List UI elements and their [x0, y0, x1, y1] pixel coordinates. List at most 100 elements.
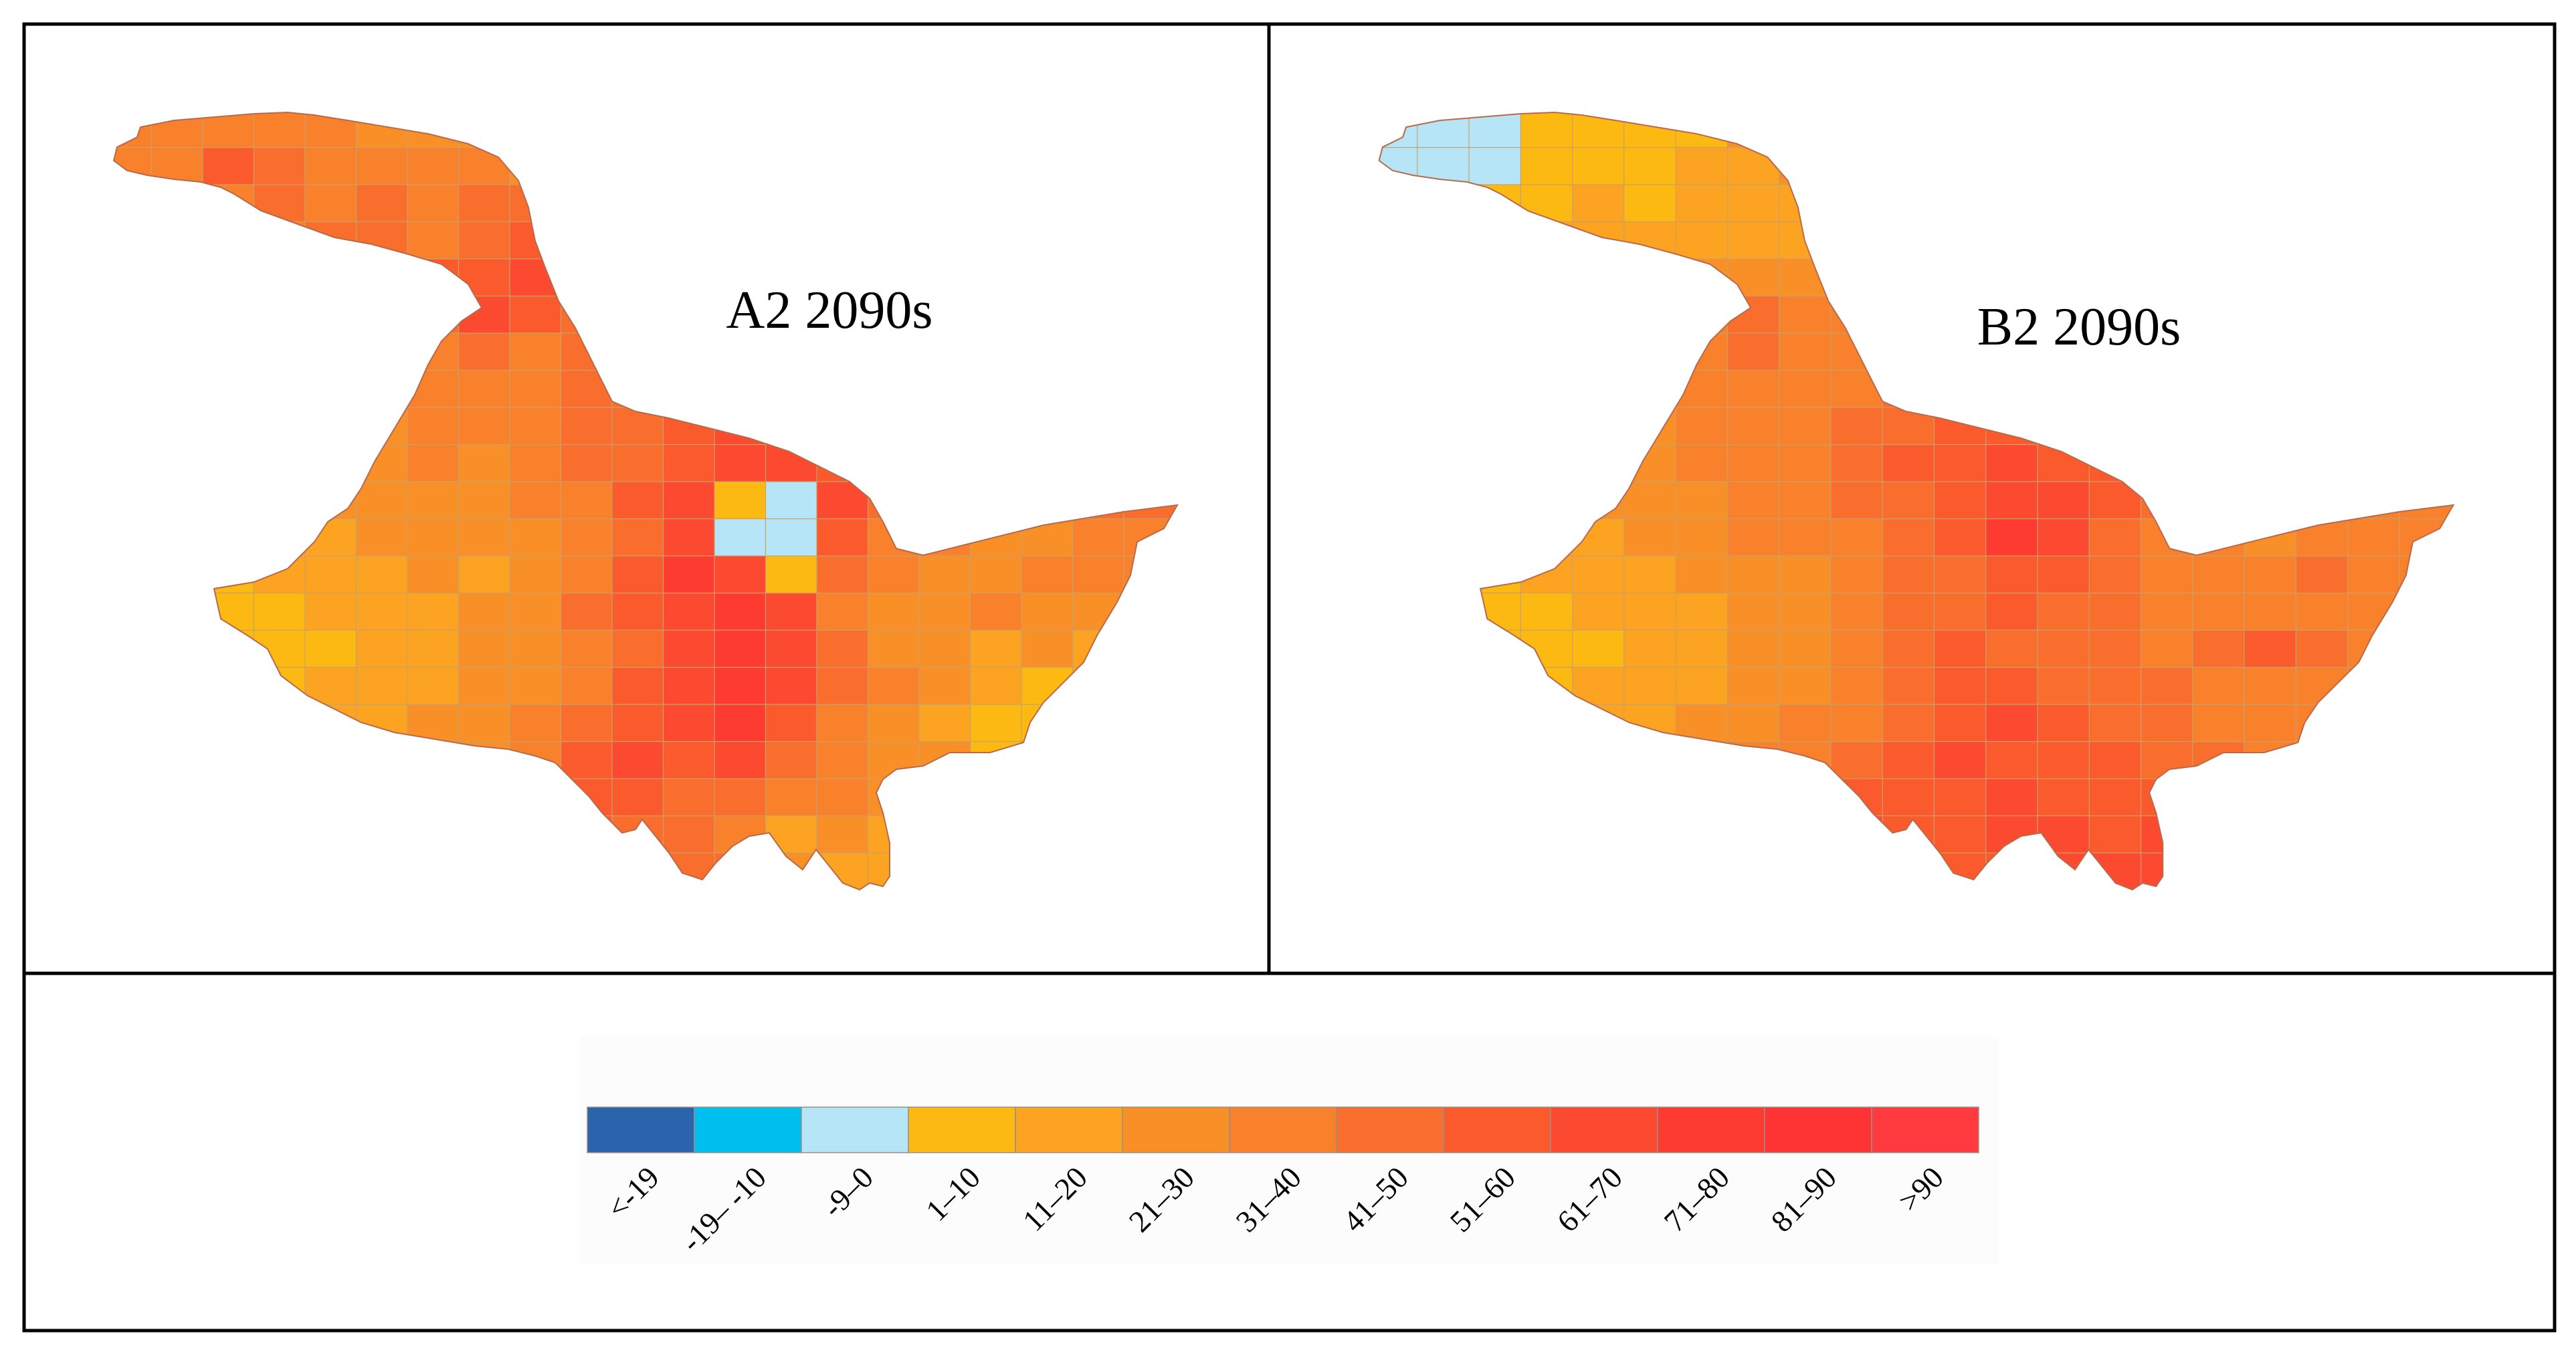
- grid-cell: [253, 258, 306, 297]
- grid-cell: [1123, 704, 1176, 743]
- grid-cell: [202, 592, 255, 632]
- grid-cell: [816, 407, 869, 446]
- grid-cell: [458, 481, 511, 520]
- grid-cell: [407, 815, 460, 854]
- grid-cell: [662, 147, 716, 186]
- grid-cell: [509, 555, 562, 594]
- grid-cell: [1572, 184, 1625, 223]
- grid-cell: [1520, 852, 1573, 890]
- grid-cell: [918, 704, 971, 743]
- grid-cell: [2347, 555, 2400, 594]
- grid-cell: [1123, 815, 1176, 854]
- grid-cell: [816, 778, 869, 817]
- legend-swatch: [1015, 1106, 1123, 1153]
- grid-cell: [662, 629, 716, 668]
- grid-cell: [2244, 407, 2297, 446]
- grid-cell: [114, 295, 153, 334]
- grid-cell: [458, 444, 511, 483]
- grid-cell: [1520, 481, 1573, 520]
- grid-cell: [969, 778, 1023, 817]
- grid-cell: [2399, 112, 2452, 149]
- grid-cell: [458, 407, 511, 446]
- grid-cell: [202, 444, 255, 483]
- grid-cell: [2192, 704, 2246, 743]
- grid-cell: [114, 852, 153, 890]
- grid-cell: [1882, 555, 1935, 594]
- grid-cell: [2295, 184, 2349, 223]
- grid-cell: [114, 741, 153, 780]
- grid-cell: [611, 518, 664, 557]
- grid-cell: [560, 629, 613, 668]
- grid-cell: [918, 407, 971, 446]
- legend-swatch: [1764, 1106, 1872, 1153]
- grid-cells-a2: [114, 112, 1177, 890]
- grid-cell: [407, 852, 460, 890]
- grid-cell: [1675, 481, 1728, 520]
- grid-cell: [458, 184, 511, 223]
- grid-cell: [1123, 147, 1176, 186]
- grid-cell: [1417, 332, 1470, 371]
- grid-cell: [1021, 852, 1074, 890]
- grid-cell: [304, 592, 357, 632]
- grid-cell: [1623, 852, 1677, 890]
- grid-cell: [509, 518, 562, 557]
- grid-cell: [2244, 666, 2297, 706]
- grid-cell: [1123, 221, 1176, 260]
- grid-cell: [714, 481, 767, 520]
- grid-cell: [1830, 444, 1884, 483]
- grid-cell: [1468, 369, 1522, 409]
- grid-cell: [253, 295, 306, 334]
- grid-cell: [816, 481, 869, 520]
- grid-cell: [114, 704, 153, 743]
- grid-cell: [2192, 592, 2246, 632]
- grid-cell: [458, 778, 511, 817]
- grid-cell: [2399, 444, 2452, 483]
- grid-cell: [2037, 407, 2090, 446]
- grid-cell: [2399, 258, 2452, 297]
- grid-cell: [2140, 704, 2193, 743]
- grid-cell: [662, 184, 716, 223]
- grid-cell: [114, 258, 153, 297]
- grid-cell: [1779, 112, 1832, 149]
- grid-cell: [2140, 258, 2193, 297]
- grid-cell: [151, 258, 204, 297]
- grid-cell: [2037, 481, 2090, 520]
- grid-cell: [1933, 741, 1987, 780]
- grid-cell: [151, 221, 204, 260]
- grid-cell: [560, 704, 613, 743]
- grid-cell: [151, 815, 204, 854]
- grid-cell: [1123, 258, 1176, 297]
- grid-cell: [304, 629, 357, 668]
- grid-cell: [407, 629, 460, 668]
- grid-cell: [2295, 147, 2349, 186]
- grid-cell: [662, 221, 716, 260]
- grid-cell: [114, 815, 153, 854]
- grid-cell: [1882, 741, 1935, 780]
- grid-cell: [1933, 555, 1987, 594]
- grid-cell: [355, 184, 409, 223]
- grid-cell: [509, 592, 562, 632]
- grid-cell: [611, 555, 664, 594]
- grid-cell: [355, 258, 409, 297]
- grid-cell: [1520, 555, 1573, 594]
- grid-cell: [304, 666, 357, 706]
- grid-cell: [458, 332, 511, 371]
- grid-cell: [1779, 518, 1832, 557]
- grid-cell: [765, 704, 818, 743]
- grid-cell: [816, 741, 869, 780]
- grid-cell: [2295, 369, 2349, 409]
- grid-cell: [2244, 221, 2297, 260]
- grid-cell: [355, 369, 409, 409]
- grid-cell: [1468, 112, 1522, 149]
- grid-cell: [2140, 147, 2193, 186]
- grid-cell: [1021, 369, 1074, 409]
- grid-cell: [151, 741, 204, 780]
- grid-cell: [1520, 815, 1573, 854]
- grid-cell: [1379, 555, 1418, 594]
- grid-cell: [560, 407, 613, 446]
- legend: <-19 -19– -10 -9–0 1–10 11–20 21–30 31–40 41–50…: [581, 1037, 1999, 1264]
- grid-cell: [1468, 481, 1522, 520]
- grid-cell: [867, 592, 920, 632]
- grid-cell: [2088, 518, 2142, 557]
- grid-cell: [1726, 592, 1780, 632]
